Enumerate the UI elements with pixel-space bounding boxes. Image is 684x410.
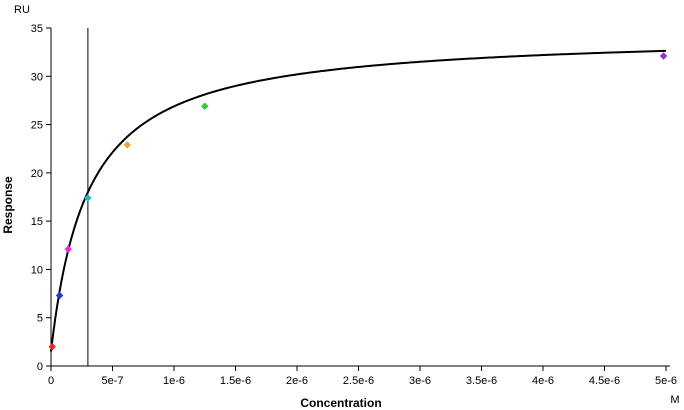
x-tick-label: 4.5e-6 [589, 375, 620, 387]
y-tick-label: 0 [37, 361, 43, 373]
y-tick-label: 30 [31, 71, 43, 83]
y-ticks: 0 5 10 15 20 25 30 35 [31, 23, 51, 373]
x-tick-label: 1e-6 [163, 375, 185, 387]
x-tick-label: 2.5e-6 [343, 375, 374, 387]
x-tick-label: 3.5e-6 [466, 375, 497, 387]
data-point [55, 291, 64, 300]
y-tick-label: 15 [31, 216, 43, 228]
data-point [200, 102, 209, 111]
x-tick-label: 5e-6 [655, 375, 677, 387]
y-axis-title: Response [1, 176, 15, 234]
x-ticks: 0 5e-7 1e-6 1.5e-6 2e-6 2.5e-6 3e-6 3.5e-6 4e-6 4… [48, 366, 677, 387]
data-point [659, 52, 668, 60]
data-point [48, 342, 57, 351]
data-points-layer [48, 52, 668, 351]
x-tick-label: 2e-6 [286, 375, 308, 387]
x-unit-label: M [670, 394, 679, 406]
data-point [84, 194, 92, 202]
x-tick-label: 5e-7 [101, 375, 123, 387]
y-unit-label: RU [14, 4, 30, 16]
x-tick-label: 4e-6 [532, 375, 554, 387]
axes [50, 28, 670, 367]
y-tick-label: 5 [37, 313, 43, 325]
data-point [64, 245, 73, 254]
x-axis-title: Concentration [300, 396, 381, 410]
data-point [123, 140, 132, 149]
fit-curve-layer [50, 49, 667, 352]
y-tick-label: 20 [31, 168, 43, 180]
y-tick-label: 10 [31, 264, 43, 276]
y-tick-label: 25 [31, 120, 43, 132]
x-tick-label: 0 [48, 375, 54, 387]
x-tick-label: 1.5e-6 [220, 375, 251, 387]
x-tick-label: 3e-6 [409, 375, 431, 387]
y-tick-label: 35 [31, 23, 43, 35]
fit-curve [50, 49, 667, 352]
